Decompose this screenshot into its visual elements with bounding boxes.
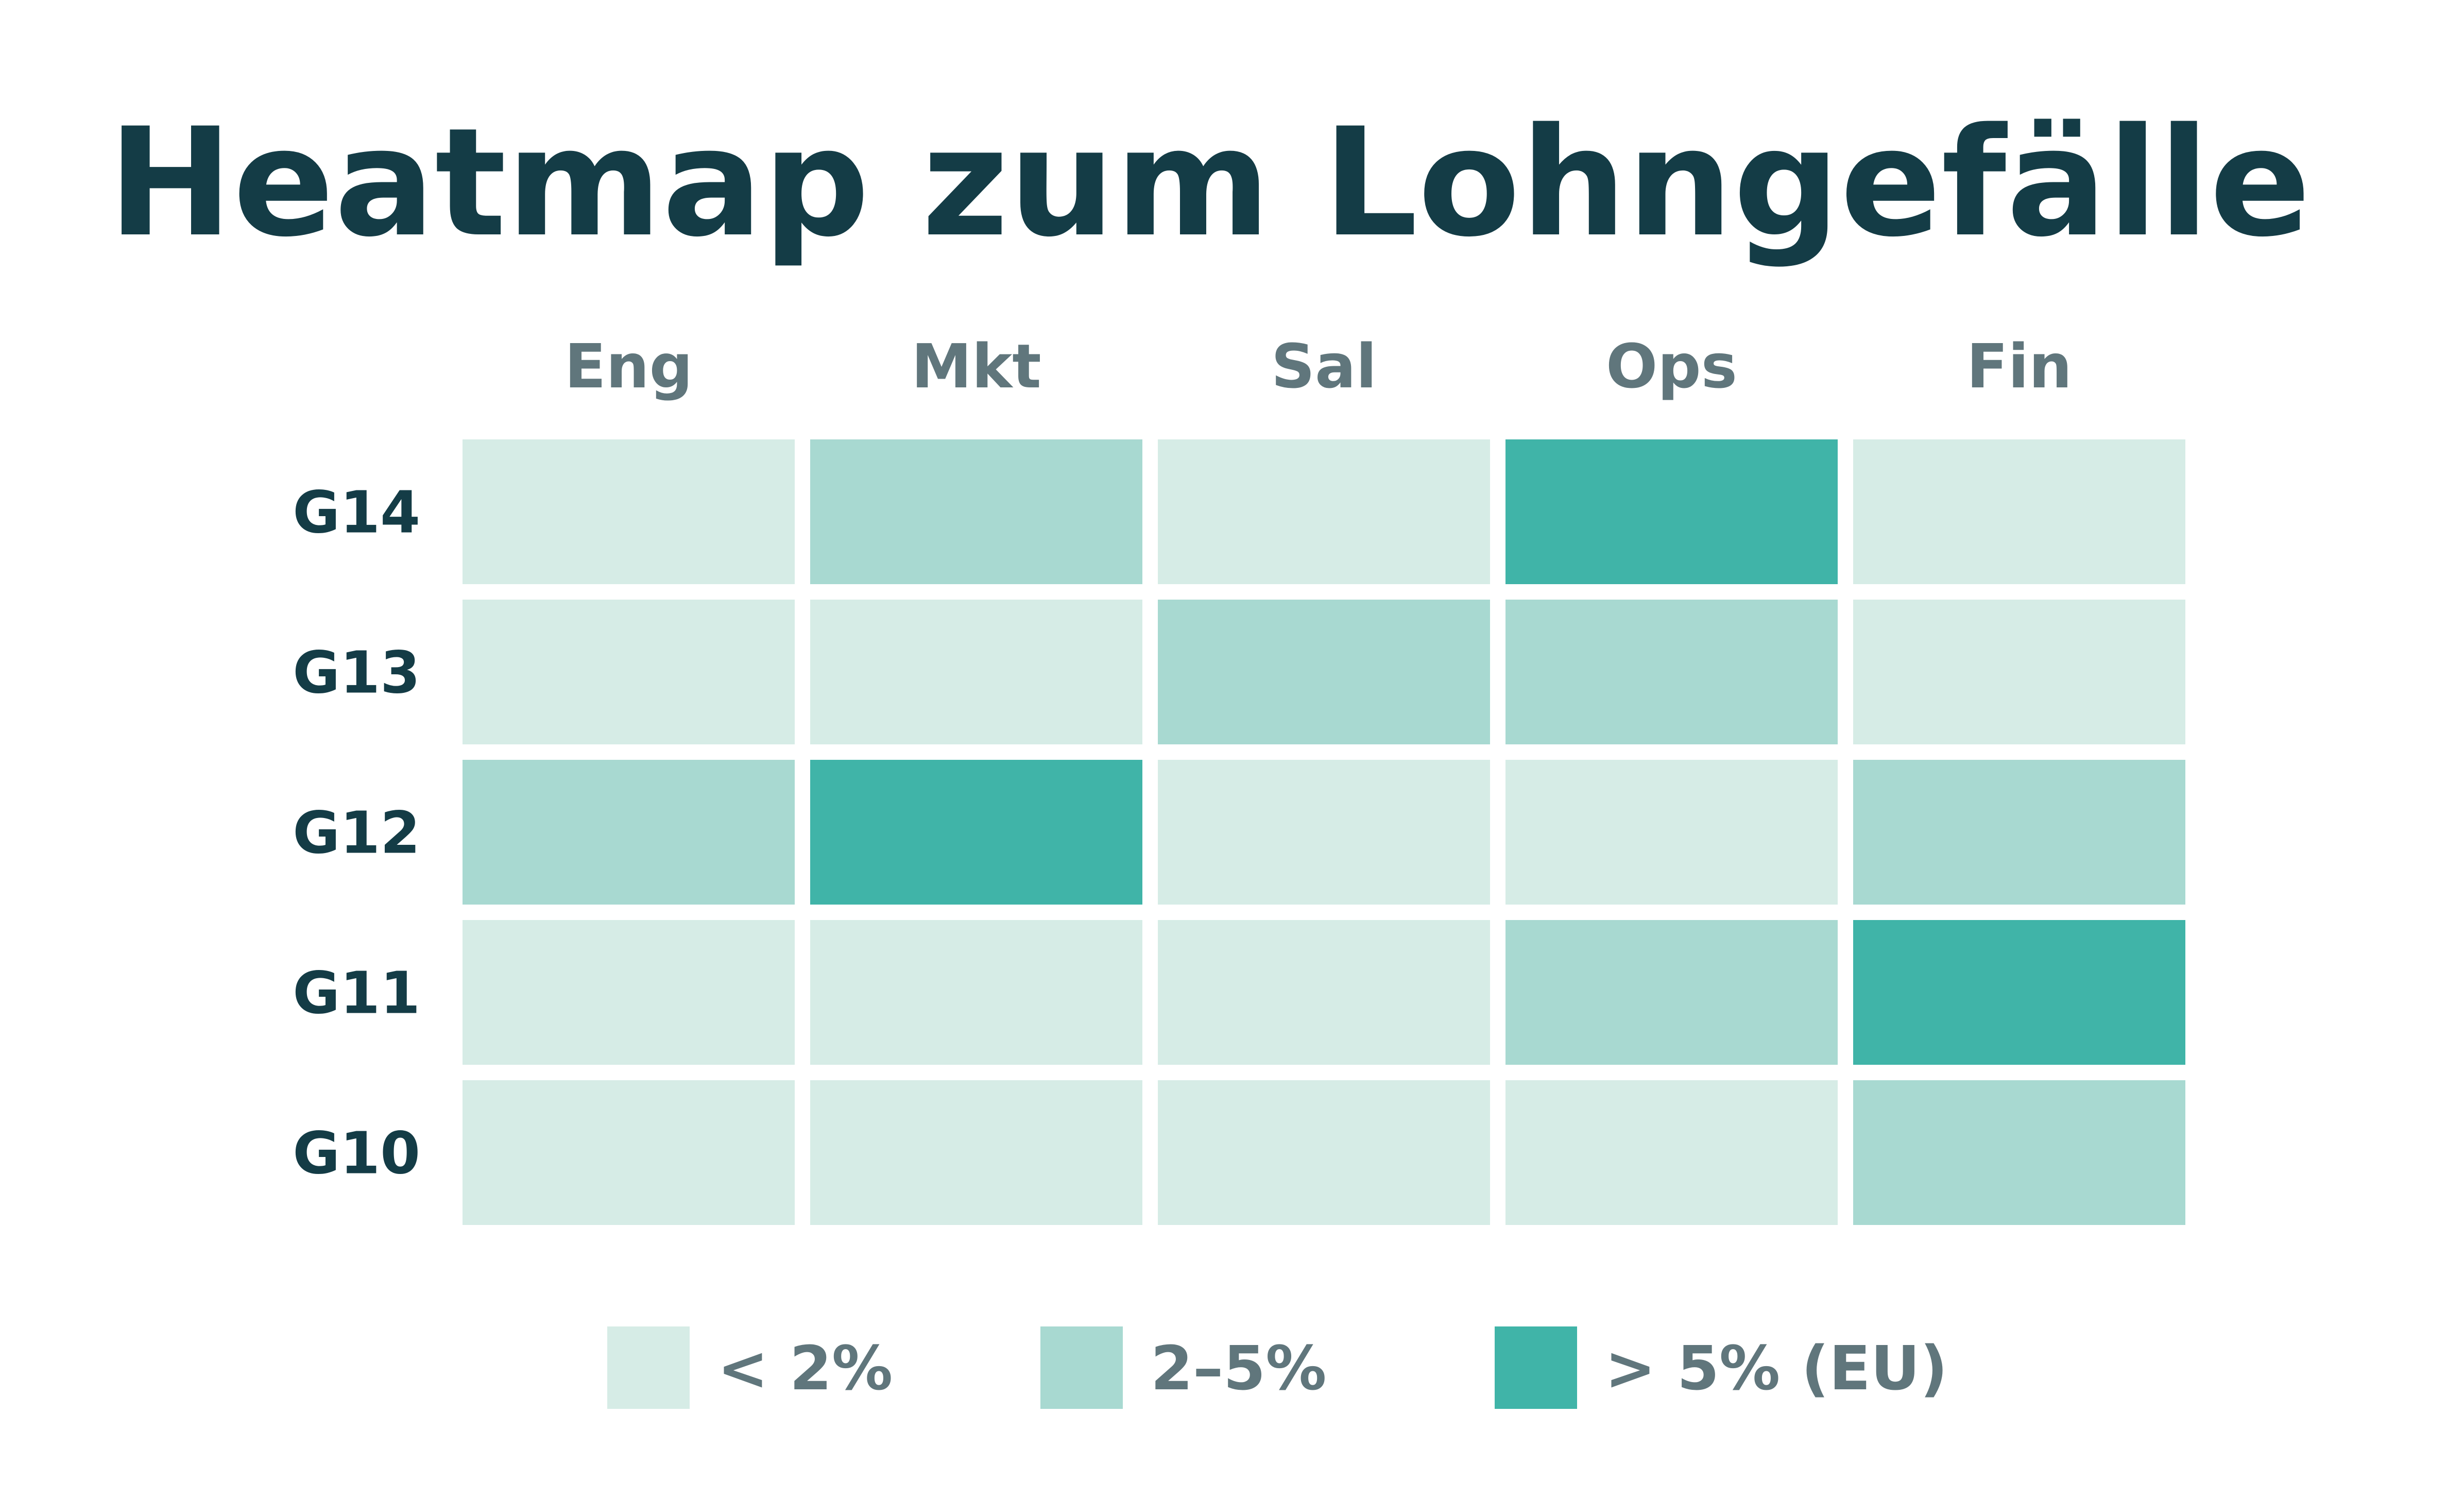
heatmap-cell-g11-eng — [463, 920, 795, 1065]
heatmap-cell-g10-fin — [1853, 1080, 2185, 1225]
heatmap-cell-g14-eng — [463, 439, 795, 584]
row-label-g14: G14 — [293, 480, 420, 547]
column-labels: Eng Mkt Sal Ops Fin — [564, 331, 2072, 402]
column-label-mkt: Mkt — [911, 331, 1041, 402]
legend-swatch-3 — [1495, 1326, 1577, 1409]
column-label-fin: Fin — [1966, 331, 2072, 402]
legend-label-3: > 5% (EU) — [1605, 1333, 1948, 1404]
heatmap-cell-g11-ops — [1505, 920, 1838, 1065]
heatmap-cell-g13-ops — [1505, 600, 1838, 744]
column-label-sal: Sal — [1271, 331, 1377, 402]
column-label-ops: Ops — [1606, 331, 1737, 402]
legend-swatch-1 — [607, 1326, 690, 1409]
heatmap-cell-g13-eng — [463, 600, 795, 744]
heatmap-cell-g12-sal — [1158, 760, 1490, 905]
heatmap-cell-g10-ops — [1505, 1080, 1838, 1225]
legend-swatch-2 — [1040, 1326, 1123, 1409]
heatmap-cells — [463, 439, 2185, 1225]
heatmap-cell-g13-mkt — [810, 600, 1142, 744]
heatmap-cell-g10-eng — [463, 1080, 795, 1225]
heatmap-cell-g11-mkt — [810, 920, 1142, 1065]
row-labels: G14 G13 G12 G11 G10 — [293, 480, 420, 1187]
heatmap-cell-g12-ops — [1505, 760, 1838, 905]
legend: < 2% 2–5% > 5% (EU) — [607, 1326, 1948, 1409]
heatmap-cell-g14-ops — [1505, 439, 1838, 584]
heatmap-cell-g11-sal — [1158, 920, 1490, 1065]
heatmap-cell-g12-mkt — [810, 760, 1142, 905]
legend-label-2: 2–5% — [1151, 1333, 1326, 1404]
heatmap-cell-g10-sal — [1158, 1080, 1490, 1225]
heatmap-cell-g13-sal — [1158, 600, 1490, 744]
legend-label-1: < 2% — [717, 1333, 893, 1404]
row-label-g13: G13 — [293, 640, 420, 707]
heatmap-cell-g12-fin — [1853, 760, 2185, 905]
row-label-g10: G10 — [293, 1120, 420, 1187]
column-label-eng: Eng — [564, 331, 693, 402]
chart-title: Heatmap zum Lohngefälle — [108, 96, 2311, 270]
heatmap-cell-g13-fin — [1853, 600, 2185, 744]
row-label-g12: G12 — [293, 800, 420, 867]
heatmap-cell-g14-sal — [1158, 439, 1490, 584]
heatmap-cell-g10-mkt — [810, 1080, 1142, 1225]
heatmap-cell-g12-eng — [463, 760, 795, 905]
heatmap-cell-g11-fin — [1853, 920, 2185, 1065]
heatmap-cell-g14-fin — [1853, 439, 2185, 584]
row-label-g11: G11 — [293, 960, 420, 1027]
heatmap-cell-g14-mkt — [810, 439, 1142, 584]
